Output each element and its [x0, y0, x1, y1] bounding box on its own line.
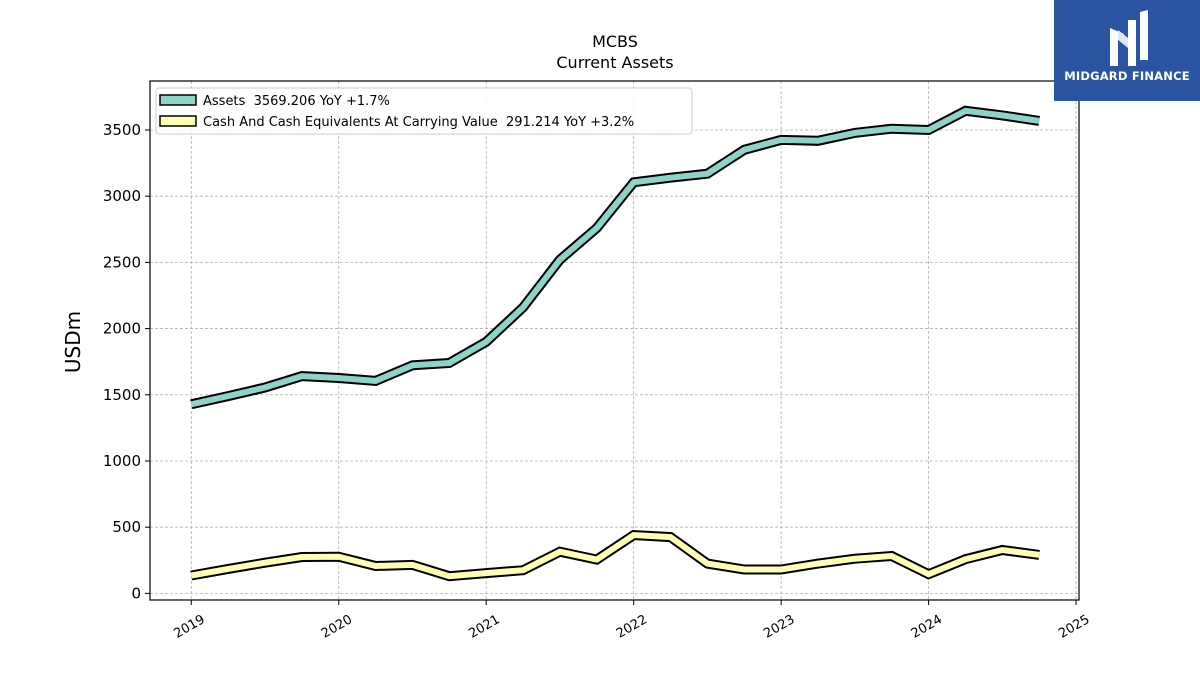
- legend-box: [155, 87, 693, 135]
- y-tick-label: 500: [112, 518, 141, 536]
- x-tick-label: 2022: [614, 612, 650, 642]
- chart-title: MCBS: [592, 32, 638, 51]
- plot-frame: [149, 80, 1080, 601]
- x-axis: 2019 2020 2021 2022 2023 2024 2025: [171, 600, 1092, 642]
- series-layer: [190, 105, 1040, 582]
- y-tick-label: 3500: [103, 121, 141, 139]
- x-tick-label: 2019: [171, 612, 207, 642]
- y-axis: 0 500 1000 1500 2000 2500 3000 3500: [103, 121, 150, 602]
- series-outline-0: [190, 105, 1040, 410]
- series-line-1: [190, 532, 1040, 580]
- chart-subtitle: Current Assets: [556, 53, 673, 72]
- y-tick-label: 2500: [103, 253, 141, 271]
- x-tick-label: 2025: [1056, 612, 1092, 642]
- y-tick-label: 1000: [103, 452, 141, 470]
- logo: MIDGARD FINANCE: [1054, 0, 1200, 101]
- x-tick-label: 2021: [466, 612, 502, 642]
- logo-mark-icon: [1110, 10, 1148, 66]
- y-axis-label: USDm: [61, 311, 85, 373]
- logo-text: MIDGARD FINANCE: [1064, 69, 1190, 83]
- y-tick-label: 2000: [103, 320, 141, 338]
- legend-swatch-0: [159, 94, 197, 106]
- y-tick-label: 0: [131, 584, 141, 602]
- x-tick-label: 2024: [909, 612, 945, 642]
- series-line-0: [190, 107, 1040, 408]
- legend-swatch-1: [159, 115, 197, 127]
- legend-label-0: Assets 3569.206 YoY +1.7%: [203, 94, 390, 109]
- legend-label-1: Cash And Cash Equivalents At Carrying Va…: [203, 115, 634, 130]
- legend: Assets 3569.206 YoY +1.7% Cash And Cash E…: [155, 87, 693, 135]
- y-tick-label: 3000: [103, 187, 141, 205]
- y-tick-label: 1500: [103, 386, 141, 404]
- x-tick-label: 2023: [761, 612, 797, 642]
- x-tick-label: 2020: [319, 612, 355, 642]
- grid: [150, 81, 1079, 600]
